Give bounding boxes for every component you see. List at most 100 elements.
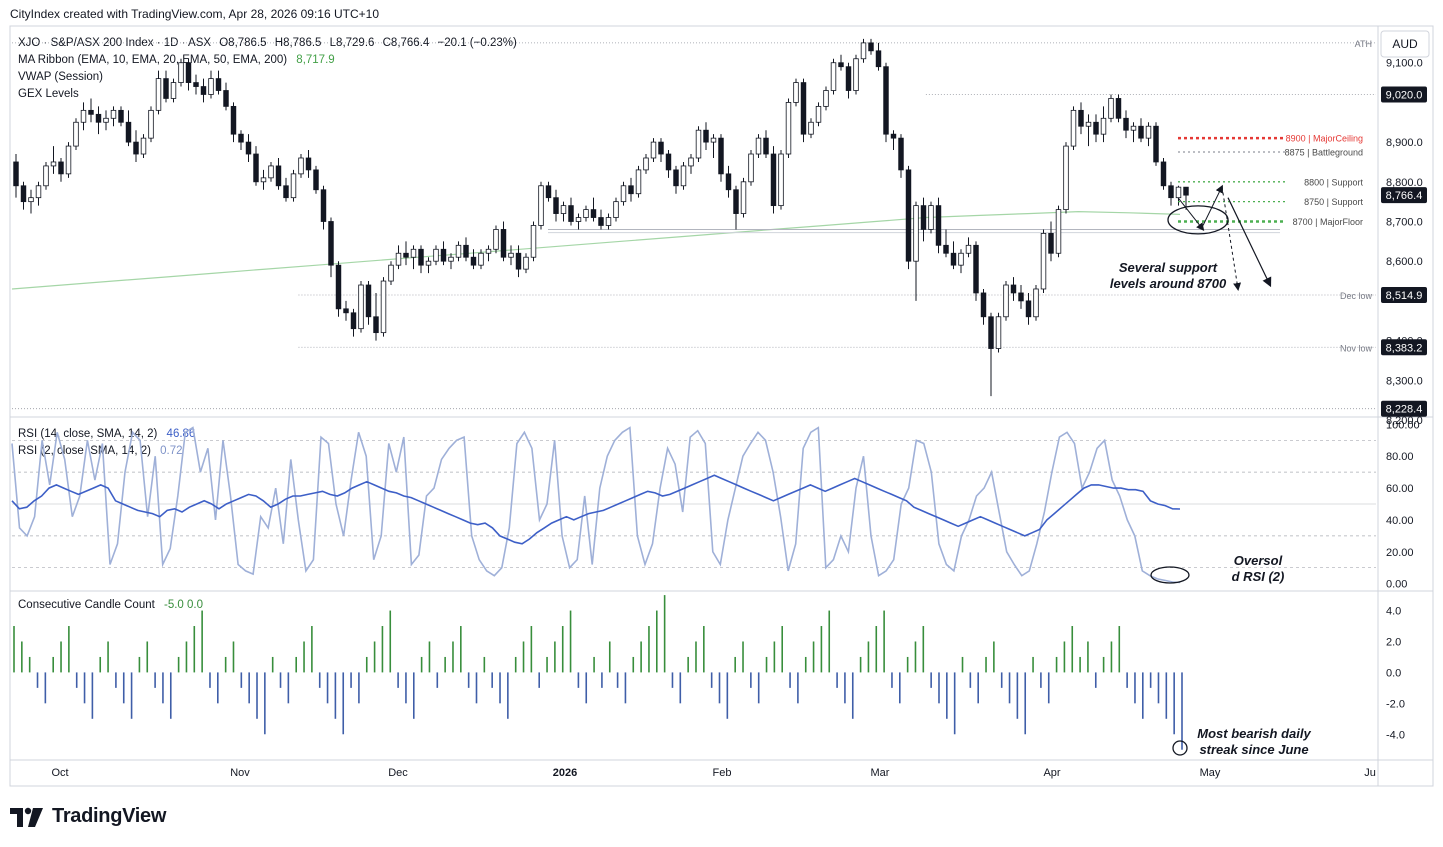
candle-body-down xyxy=(463,244,469,258)
candle xyxy=(545,181,552,202)
candle xyxy=(418,245,424,274)
candle-body-up xyxy=(688,157,694,167)
candle xyxy=(710,134,717,158)
candle xyxy=(560,201,567,222)
candle xyxy=(350,308,357,337)
price-tag-label: 8,228.4 xyxy=(1386,404,1423,416)
candle-body-down xyxy=(943,244,949,254)
legend-high: H8,786.5 xyxy=(275,37,322,49)
candle xyxy=(1025,292,1032,325)
candle xyxy=(155,70,162,115)
candle-body-down xyxy=(845,66,852,91)
candle-body-down xyxy=(215,78,222,91)
candle xyxy=(440,241,447,266)
candle-body-down xyxy=(515,252,522,270)
candle-body-down xyxy=(1010,284,1017,294)
currency-button[interactable]: AUD xyxy=(1380,30,1430,58)
candle-body-down xyxy=(20,185,27,203)
candle-body-up xyxy=(508,252,514,258)
candle-body-up xyxy=(740,181,747,214)
price-tag-bg xyxy=(1381,187,1427,204)
candle xyxy=(410,245,417,270)
reference-level-label: Nov low xyxy=(1340,343,1373,353)
candle xyxy=(313,165,319,194)
candle xyxy=(763,130,769,158)
candle-body-down xyxy=(350,312,357,330)
candle-body-down xyxy=(403,252,409,258)
candle-body-down xyxy=(1183,186,1189,196)
legend-open: O8,786.5 xyxy=(219,37,266,49)
price-tag-bg xyxy=(1381,339,1427,356)
candle xyxy=(748,150,754,186)
candle-body-up xyxy=(1033,288,1039,318)
support-annotation-line2: levels around 8700 xyxy=(1110,276,1227,291)
chart-header: CityIndex created with TradingView.com, … xyxy=(10,7,379,21)
count-tick-label: 2.0 xyxy=(1386,636,1401,648)
rsi14-legend-value: 46.86 xyxy=(167,428,196,440)
candle xyxy=(905,165,912,270)
price-tag-bg xyxy=(1381,286,1427,303)
candle-body-down xyxy=(320,189,327,222)
candle xyxy=(530,221,537,262)
chart-frame xyxy=(9,25,1434,787)
candle-body-up xyxy=(523,256,529,270)
candle-body-up xyxy=(65,145,72,175)
candle-body-down xyxy=(838,62,844,68)
candle xyxy=(260,169,267,190)
candle-body-up xyxy=(830,62,837,91)
legend-close: C8,766.4 xyxy=(383,37,430,49)
candle-body-up xyxy=(1003,284,1009,318)
candle xyxy=(1085,114,1092,147)
candle-body-up xyxy=(358,284,364,330)
candle xyxy=(320,185,327,230)
candle-body-down xyxy=(185,62,192,83)
time-tick-label: Mar xyxy=(871,767,890,779)
candle xyxy=(193,74,199,95)
candle xyxy=(755,134,762,158)
candle-body-up xyxy=(170,82,177,99)
time-tick-label: Oct xyxy=(51,767,68,779)
currency-button-label: AUD xyxy=(1392,37,1418,51)
candle-body-up xyxy=(1130,125,1137,131)
candle-body-down xyxy=(1115,98,1122,119)
tradingview-logo[interactable]: TradingView xyxy=(10,805,166,828)
candle-body-down xyxy=(568,205,574,222)
candle-body-down xyxy=(193,82,199,87)
candle-body-up xyxy=(388,264,394,282)
candle xyxy=(148,106,154,143)
candle-body-down xyxy=(935,205,942,246)
rsi-legend: RSI (14, close, SMA, 14, 2) 46.86 RSI (2… xyxy=(18,428,195,457)
candle xyxy=(883,62,889,143)
candle xyxy=(425,257,432,274)
candle xyxy=(1175,185,1182,206)
candle xyxy=(230,102,237,143)
candle-body-down xyxy=(125,121,132,143)
arrow-down-2 xyxy=(1227,197,1272,288)
candle-body-up xyxy=(1175,186,1182,199)
candle-body-down xyxy=(703,129,709,143)
candle xyxy=(463,237,469,262)
candle xyxy=(620,181,627,206)
candle xyxy=(868,38,874,55)
candle-body-down xyxy=(973,244,979,294)
candle-body-down xyxy=(725,173,732,191)
candle-body-up xyxy=(815,105,822,123)
candle-body-up xyxy=(80,109,87,123)
candle xyxy=(860,38,867,63)
candle xyxy=(28,189,34,214)
candle xyxy=(1078,102,1084,135)
candle-body-up xyxy=(155,78,162,111)
candle-body-down xyxy=(590,209,597,218)
candle-body-up xyxy=(1040,233,1047,290)
candle-body-up xyxy=(260,177,267,183)
candle xyxy=(178,58,184,87)
candle-body-down xyxy=(988,316,994,349)
candle-body-up xyxy=(380,280,387,334)
candle-body-up xyxy=(605,217,612,226)
candle xyxy=(688,154,694,174)
candle xyxy=(238,130,244,151)
price-tag-bg xyxy=(1381,400,1427,417)
candle-body-down xyxy=(875,50,882,68)
candle xyxy=(635,165,642,198)
